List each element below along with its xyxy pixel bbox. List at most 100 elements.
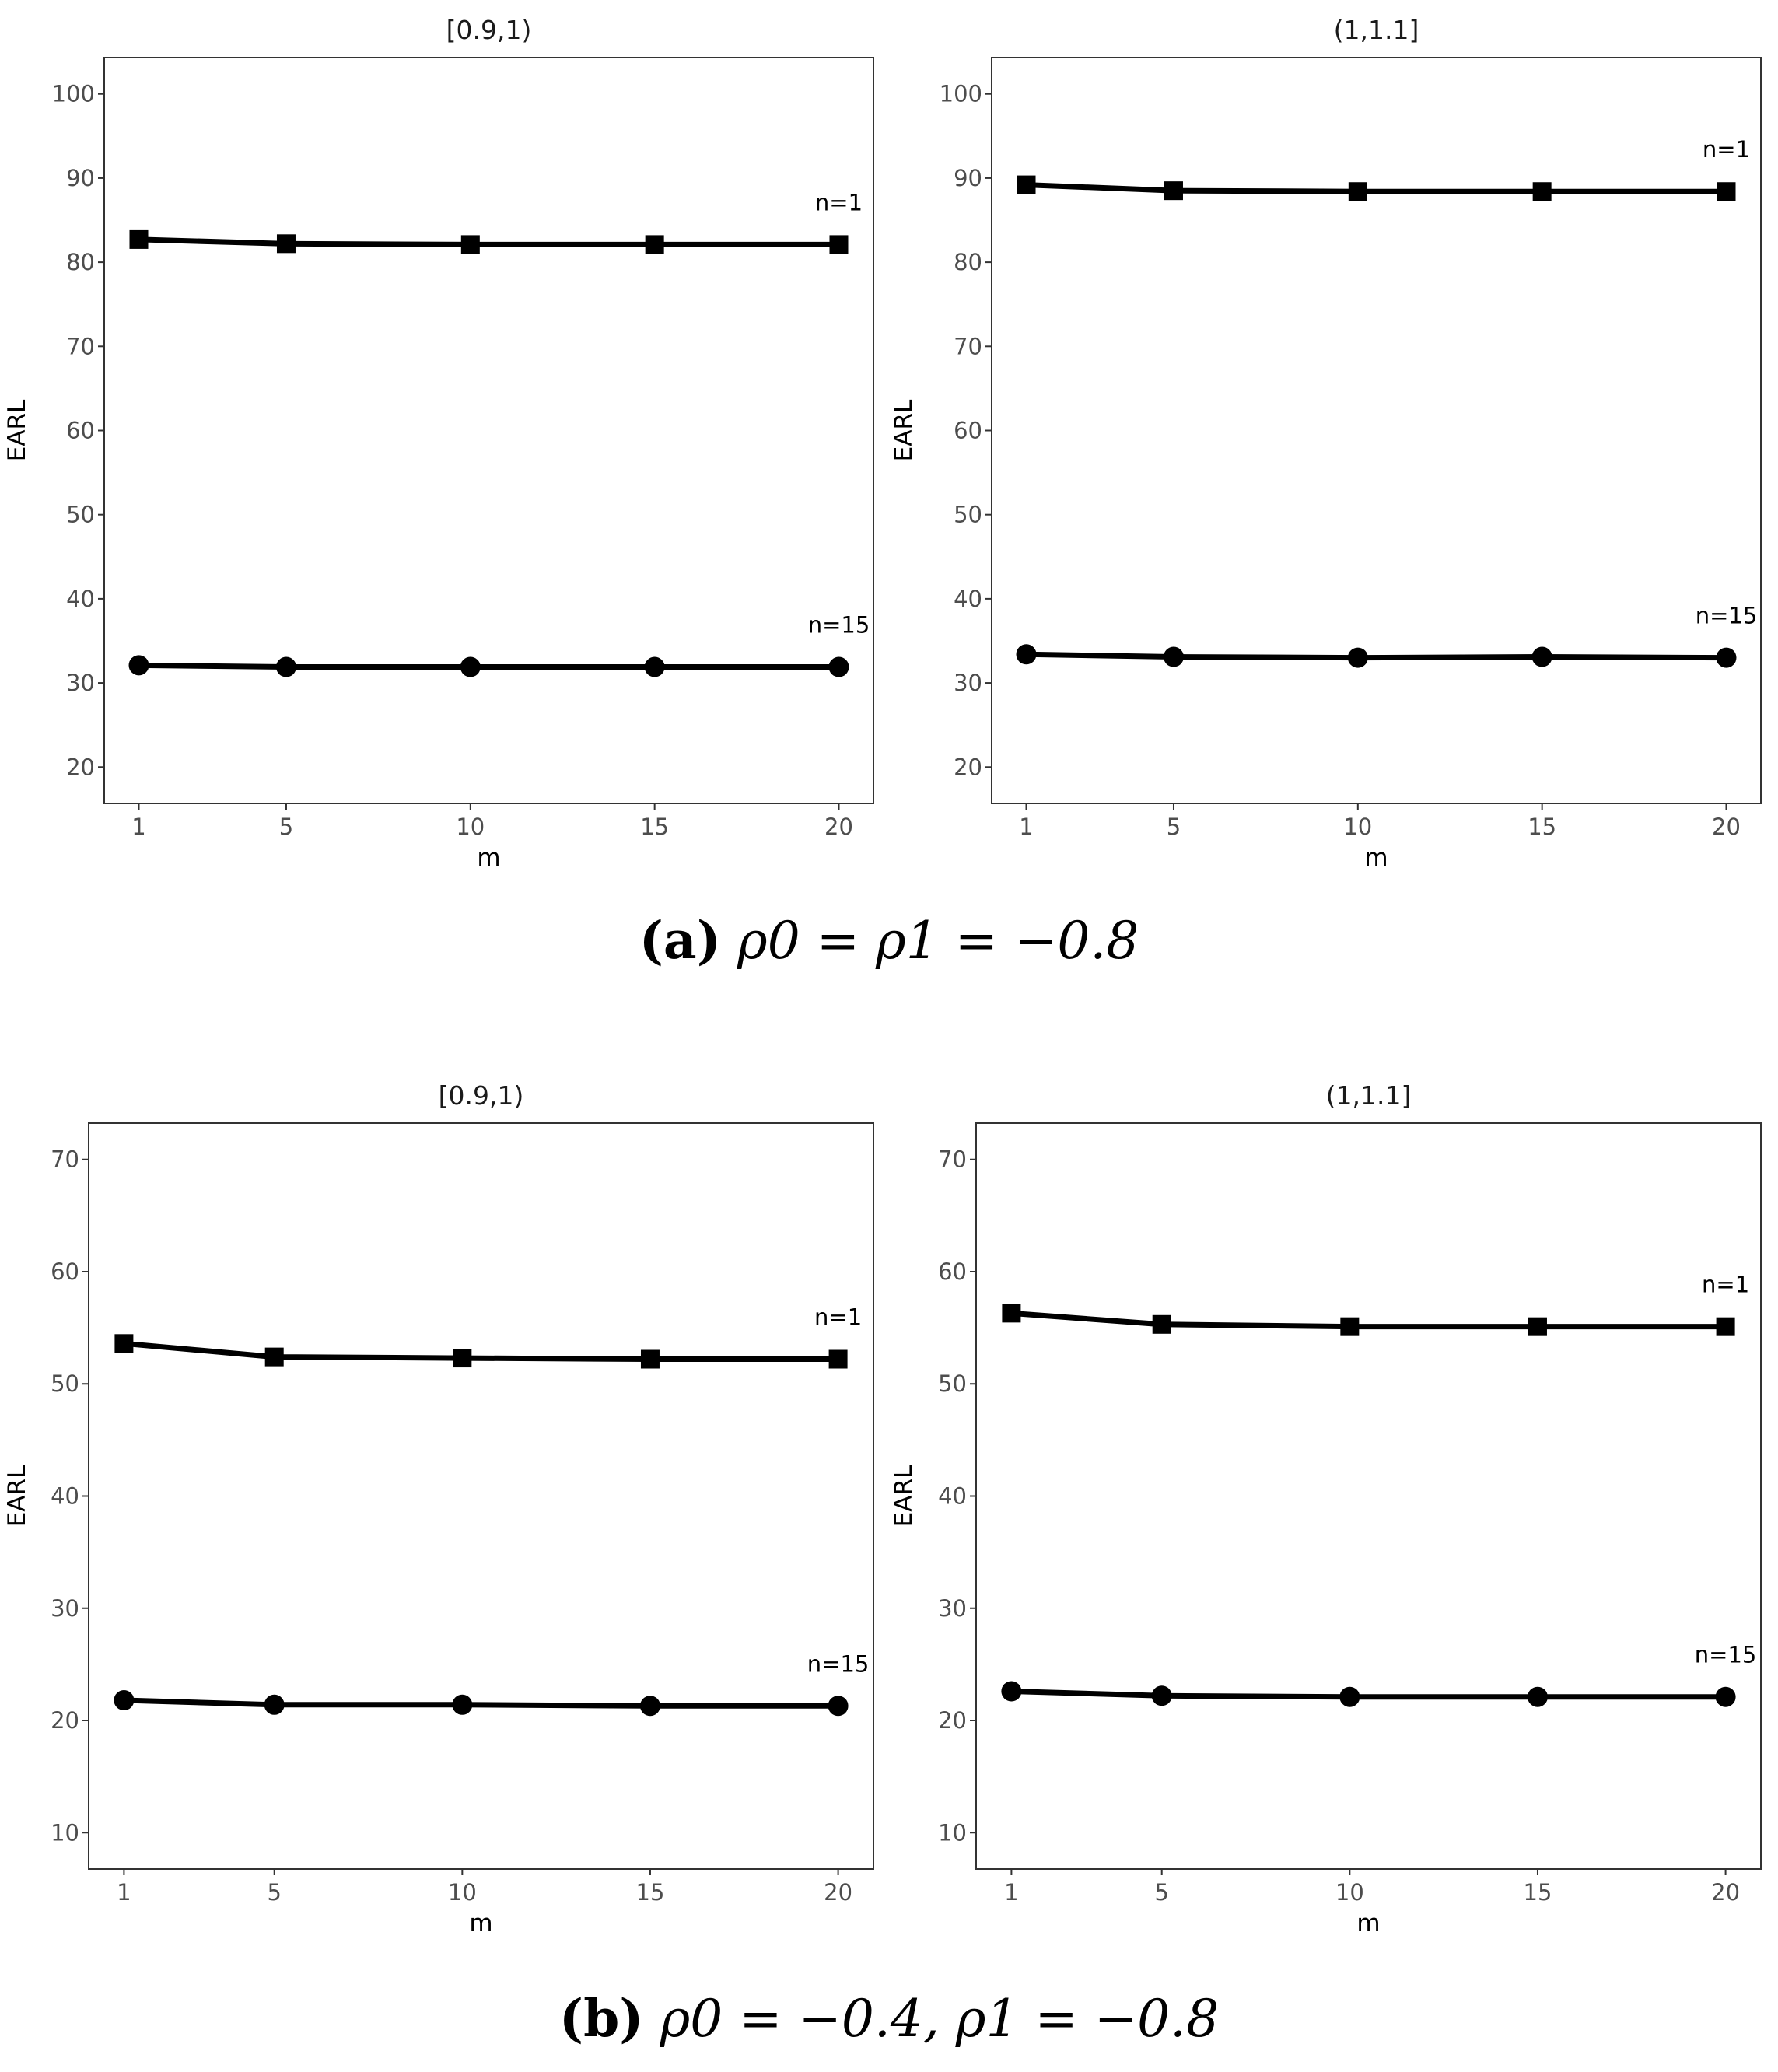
y-axis-label: EARL (3, 399, 31, 461)
y-tick-label: 20 (66, 754, 95, 780)
data-point-square (129, 229, 149, 249)
x-tick-label: 15 (636, 1879, 665, 1906)
x-tick-label: 15 (640, 814, 669, 840)
y-tick-label: 60 (954, 418, 982, 444)
data-point-square (1017, 175, 1036, 194)
data-point-circle (1527, 1686, 1548, 1707)
y-tick-label: 30 (938, 1595, 967, 1622)
data-point-circle (1347, 647, 1368, 668)
y-tick-label: 30 (51, 1595, 79, 1622)
x-tick-label: 20 (1711, 1879, 1740, 1906)
data-point-square (828, 1349, 848, 1369)
y-tick-label: 50 (938, 1370, 967, 1397)
x-tick-label: 15 (1524, 1879, 1552, 1906)
x-tick-label: 20 (824, 1879, 852, 1906)
series-label: n=1 (1702, 1272, 1749, 1298)
x-tick-label: 5 (1154, 1879, 1168, 1906)
x-tick-label: 1 (1004, 1879, 1018, 1906)
y-tick-label: 90 (66, 165, 95, 191)
y-tick-label: 40 (51, 1483, 79, 1510)
data-point-square (1002, 1304, 1021, 1323)
data-point-circle (452, 1694, 473, 1715)
series-n1: n=1 (114, 1304, 862, 1369)
plot-area (103, 57, 874, 804)
data-point-square (1340, 1317, 1360, 1336)
y-tick-label: 20 (954, 754, 982, 780)
data-point-square (1532, 182, 1552, 201)
x-tick-label: 20 (824, 814, 853, 840)
x-tick-label: 10 (456, 814, 485, 840)
data-point-circle (1716, 647, 1737, 668)
y-tick-label: 60 (938, 1258, 967, 1285)
x-tick-label: 10 (448, 1879, 477, 1906)
x-tick-label: 1 (117, 1879, 131, 1906)
y-tick-label: 80 (66, 249, 95, 275)
data-point-circle (275, 656, 296, 677)
x-axis-label: m (1356, 1909, 1380, 1937)
data-point-circle (114, 1690, 135, 1711)
series-label: n=15 (1695, 1642, 1757, 1668)
series-n1: n=1 (1017, 136, 1750, 201)
panel-title: [0.9,1) (446, 15, 532, 45)
panel-title: (1,1.1] (1334, 15, 1419, 45)
y-tick-label: 70 (51, 1146, 79, 1173)
y-tick-label: 10 (51, 1819, 79, 1846)
series-label: n=15 (808, 612, 870, 639)
x-tick-label: 15 (1528, 814, 1556, 840)
x-axis-label: m (477, 844, 500, 872)
caption-b-tag: (b) (558, 1988, 644, 2049)
plot-area (975, 1122, 1762, 1870)
x-axis-label: m (1364, 844, 1388, 872)
data-point-square (640, 1349, 660, 1369)
series-label: n=15 (1696, 603, 1758, 629)
data-point-circle (460, 656, 481, 677)
x-tick-label: 1 (1019, 814, 1033, 840)
y-tick-label: 100 (52, 81, 95, 107)
y-tick-label: 60 (66, 418, 95, 444)
caption-a-text: ρ0 = ρ1 = −0.8 (737, 911, 1139, 971)
data-point-square (1152, 1314, 1171, 1334)
data-point-circle (1531, 646, 1552, 667)
series-n15: n=15 (1016, 603, 1758, 668)
panel-title: [0.9,1) (439, 1080, 524, 1111)
y-tick-label: 40 (66, 586, 95, 612)
y-tick-label: 70 (954, 333, 982, 359)
series-line (138, 662, 839, 670)
data-point-circle (1715, 1686, 1736, 1707)
x-tick-label: 5 (267, 1879, 281, 1906)
data-point-square (1716, 1317, 1735, 1336)
x-tick-label: 20 (1712, 814, 1741, 840)
y-tick-label: 40 (954, 586, 982, 612)
caption-b: (b) ρ0 = −0.4, ρ1 = −0.8 (0, 1988, 1778, 2049)
data-point-square (276, 234, 296, 254)
y-tick-label: 10 (938, 1819, 967, 1846)
data-point-square (829, 235, 849, 254)
y-axis-label: EARL (3, 1465, 31, 1527)
y-tick-label: 70 (938, 1146, 967, 1173)
plot-area (88, 1122, 874, 1870)
data-point-circle (1016, 644, 1037, 665)
data-point-square (1717, 182, 1736, 201)
series-label: n=15 (807, 1650, 870, 1677)
data-point-circle (828, 1696, 849, 1717)
series-label: n=1 (1703, 136, 1750, 163)
y-tick-label: 30 (66, 670, 95, 696)
y-tick-label: 90 (954, 165, 982, 191)
y-axis-label: EARL (890, 1465, 918, 1527)
series-label: n=1 (815, 189, 863, 215)
series-n1: n=1 (129, 189, 863, 254)
data-point-square (460, 235, 480, 254)
y-tick-label: 50 (954, 502, 982, 528)
y-tick-label: 40 (938, 1483, 967, 1510)
y-tick-label: 100 (940, 81, 982, 107)
data-point-circle (1001, 1681, 1022, 1702)
x-tick-label: 5 (279, 814, 293, 840)
data-point-circle (828, 656, 849, 677)
data-point-square (264, 1347, 284, 1367)
data-point-square (645, 235, 664, 254)
data-point-square (114, 1334, 134, 1353)
y-tick-label: 60 (51, 1258, 79, 1285)
data-point-circle (1151, 1685, 1172, 1706)
